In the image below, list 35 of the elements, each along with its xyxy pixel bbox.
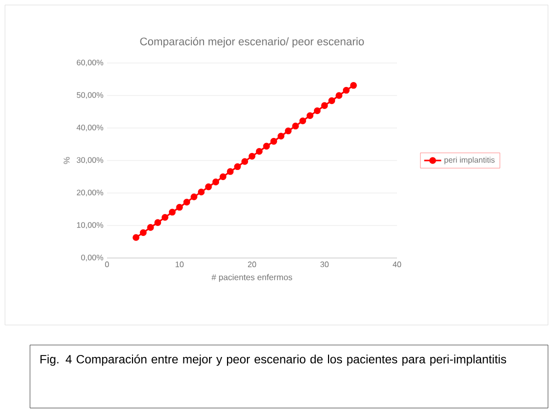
y-axis-title: % bbox=[64, 157, 70, 164]
point bbox=[256, 148, 263, 155]
point bbox=[306, 112, 314, 120]
point bbox=[168, 208, 176, 216]
point bbox=[314, 107, 321, 114]
chart-title: Comparación mejor escenario/ peor escenario bbox=[140, 37, 364, 48]
point bbox=[241, 158, 248, 165]
point bbox=[190, 194, 198, 200]
point bbox=[198, 188, 205, 196]
point bbox=[147, 224, 154, 231]
point bbox=[321, 102, 328, 109]
point bbox=[350, 82, 357, 89]
point bbox=[292, 122, 299, 130]
point bbox=[176, 204, 183, 211]
point bbox=[299, 117, 306, 124]
point bbox=[220, 173, 226, 180]
point bbox=[140, 229, 147, 236]
point bbox=[132, 234, 140, 241]
point bbox=[336, 92, 342, 99]
point bbox=[263, 142, 270, 150]
point bbox=[234, 163, 241, 170]
point bbox=[270, 138, 278, 145]
point bbox=[162, 214, 168, 221]
point bbox=[183, 198, 190, 206]
point bbox=[154, 219, 162, 226]
point bbox=[205, 183, 212, 190]
point bbox=[278, 132, 284, 140]
x-axis-title: # pacientes enfermos bbox=[212, 274, 292, 282]
point bbox=[342, 86, 350, 94]
caption: Fig. 4 Comparación entre mejor y peor escenario de los pacientes para peri-implantitis bbox=[40, 354, 506, 366]
point bbox=[328, 97, 336, 104]
point bbox=[212, 178, 220, 186]
point bbox=[226, 168, 234, 175]
point bbox=[248, 152, 256, 160]
point bbox=[284, 128, 292, 134]
